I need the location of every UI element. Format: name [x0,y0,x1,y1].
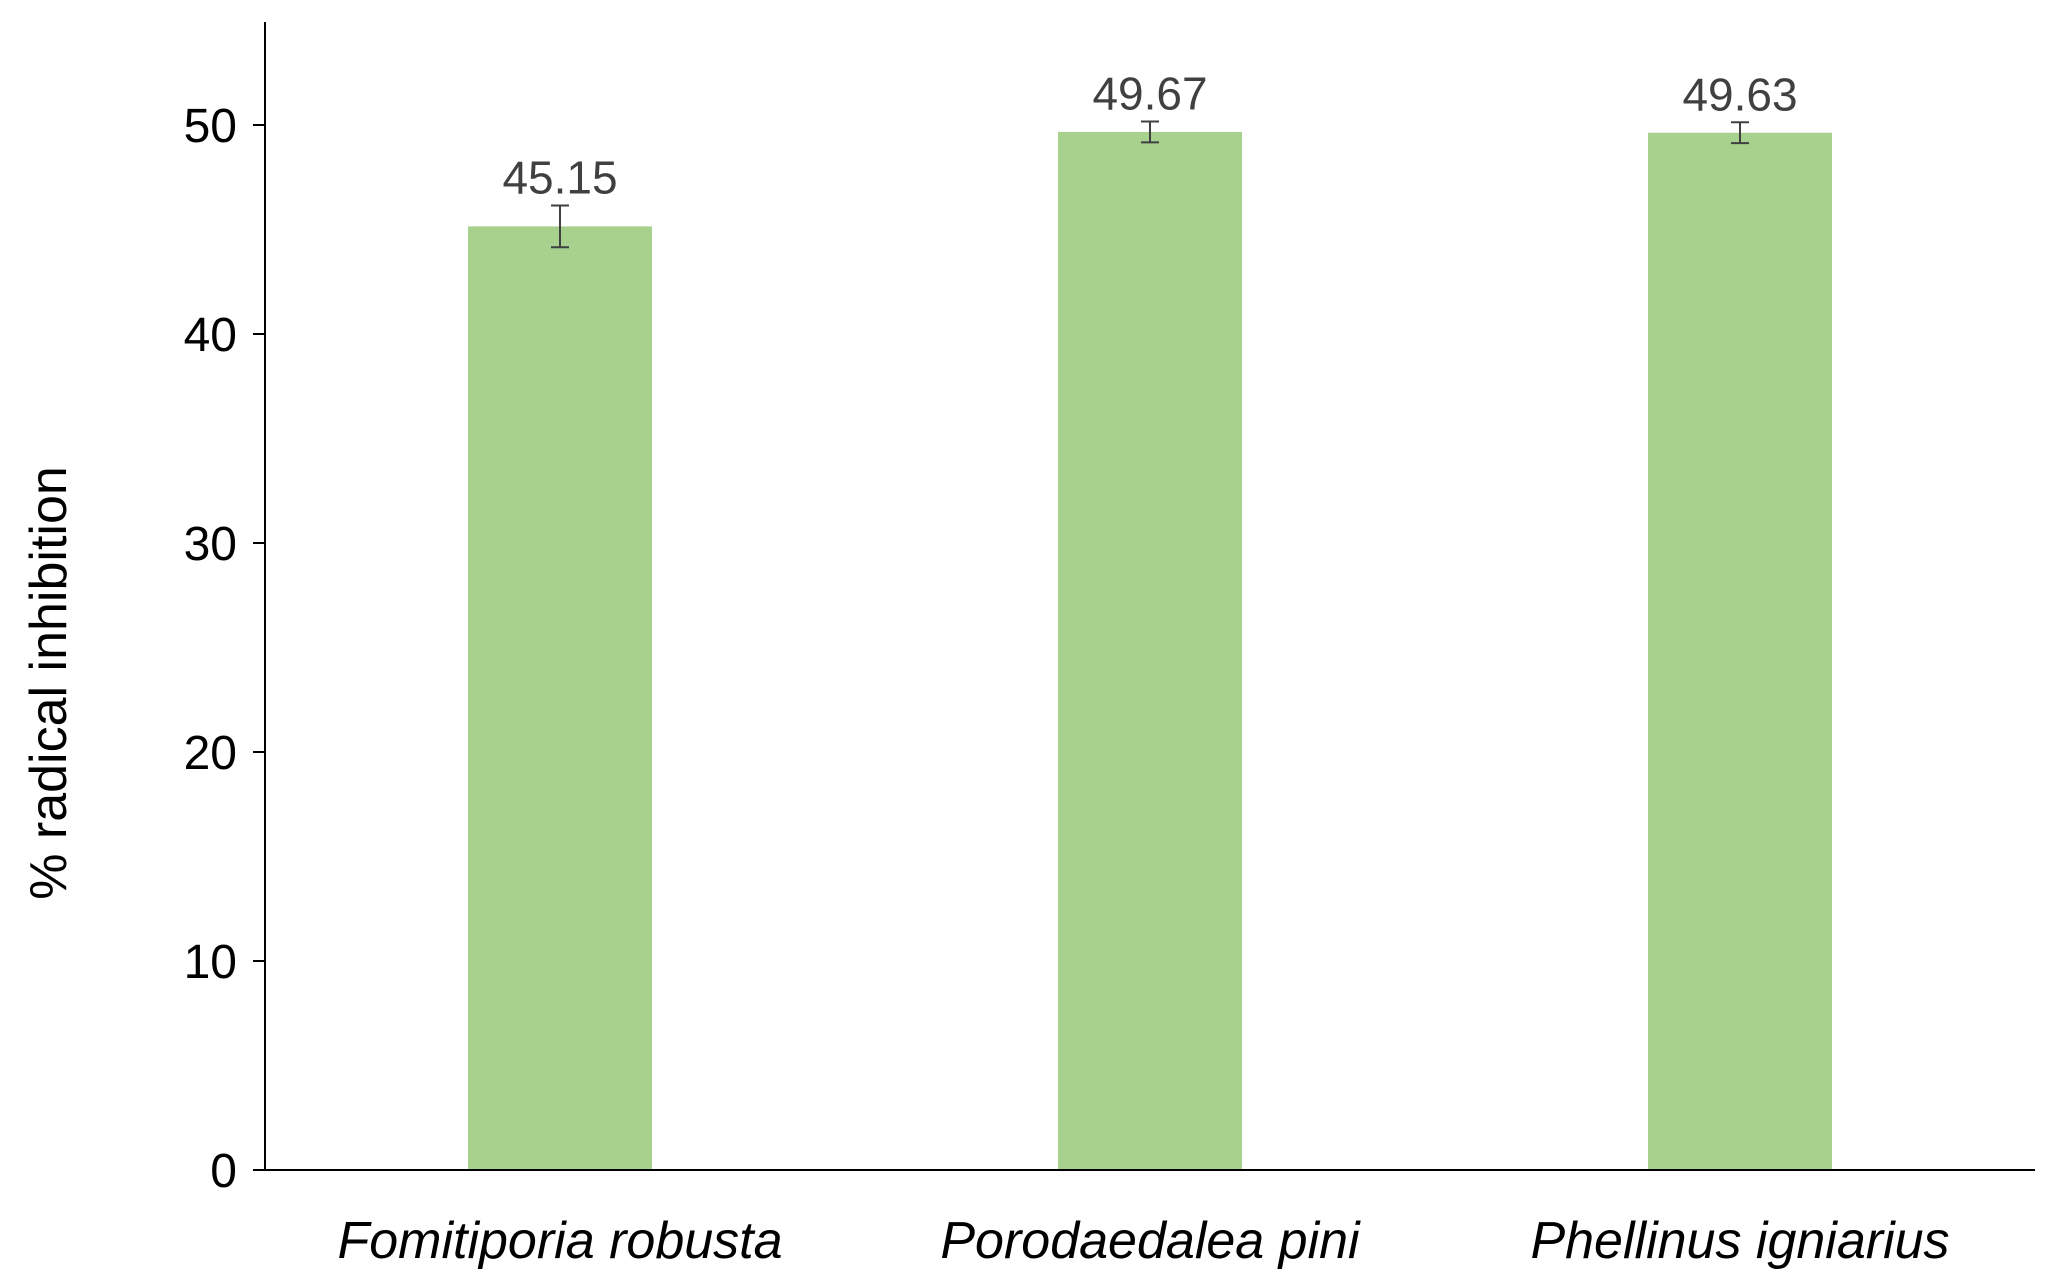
y-tick-label: 30 [184,518,237,571]
y-tick-label: 40 [184,309,237,362]
data-label: 49.67 [1092,67,1207,119]
y-axis-title: % radical inhibition [20,466,78,900]
data-label: 45.15 [502,151,617,203]
x-category-label: Phellinus igniarius [1530,1212,1949,1270]
bar [1058,131,1242,1171]
x-category-label: Fomitiporia robusta [337,1212,782,1270]
y-tick-label: 0 [210,1145,237,1198]
bar [468,226,652,1171]
x-axis: Fomitiporia robusta Porodaedalea pini Phel… [265,1169,2035,1270]
data-label: 49.63 [1682,68,1797,120]
error-bars [551,120,1749,249]
bars [468,131,1832,1171]
y-tick-label: 50 [184,100,237,153]
y-tick-label: 20 [184,727,237,780]
data-labels: 45.15 49.67 49.63 [502,67,1797,203]
y-axis: 0 10 20 30 40 50 [184,22,266,1198]
y-tick-label: 10 [184,936,237,989]
x-category-label: Porodaedalea pini [940,1212,1361,1270]
bar [1648,132,1832,1170]
